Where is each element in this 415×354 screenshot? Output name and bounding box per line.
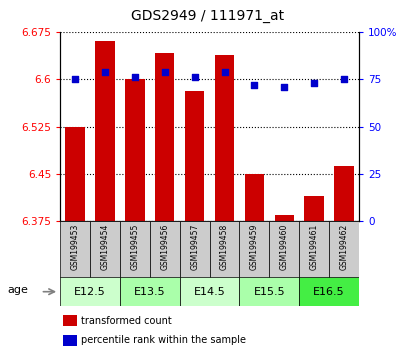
Bar	[60, 221, 90, 278]
Bar	[66, 126, 85, 221]
Point	[221, 69, 228, 74]
Text: E15.5: E15.5	[254, 287, 285, 297]
Point	[102, 69, 108, 74]
Text: age: age	[7, 285, 28, 295]
Text: E14.5: E14.5	[194, 287, 225, 297]
Text: GSM199456: GSM199456	[160, 224, 169, 270]
Text: GSM199462: GSM199462	[339, 224, 349, 270]
Text: E13.5: E13.5	[134, 287, 166, 297]
Text: GSM199458: GSM199458	[220, 224, 229, 270]
Point	[311, 80, 317, 86]
Bar	[155, 53, 174, 221]
Bar	[275, 215, 294, 221]
Bar	[299, 221, 329, 278]
Point	[341, 76, 347, 82]
Point	[191, 74, 198, 80]
Bar	[63, 315, 77, 326]
Text: E12.5: E12.5	[74, 287, 106, 297]
Point	[251, 82, 258, 88]
Bar	[215, 55, 234, 221]
Text: GSM199461: GSM199461	[310, 224, 319, 270]
Bar	[299, 277, 359, 306]
Bar	[150, 221, 180, 278]
Bar	[269, 221, 299, 278]
Bar	[60, 277, 120, 306]
Text: GDS2949 / 111971_at: GDS2949 / 111971_at	[131, 9, 284, 23]
Bar	[120, 277, 180, 306]
Text: E16.5: E16.5	[313, 287, 345, 297]
Text: GSM199455: GSM199455	[130, 224, 139, 270]
Bar	[245, 174, 264, 221]
Bar	[305, 196, 324, 221]
Bar	[95, 41, 115, 221]
Bar	[239, 277, 299, 306]
Bar	[185, 91, 204, 221]
Text: percentile rank within the sample: percentile rank within the sample	[81, 335, 246, 345]
Bar	[125, 79, 144, 221]
Text: GSM199459: GSM199459	[250, 224, 259, 270]
Point	[132, 74, 138, 80]
Bar	[329, 221, 359, 278]
Bar	[63, 335, 77, 346]
Bar	[180, 277, 239, 306]
Text: GSM199453: GSM199453	[71, 224, 80, 270]
Point	[72, 76, 78, 82]
Text: GSM199460: GSM199460	[280, 224, 289, 270]
Bar	[90, 221, 120, 278]
Text: GSM199457: GSM199457	[190, 224, 199, 270]
Bar	[334, 166, 354, 221]
Point	[161, 69, 168, 74]
Bar	[180, 221, 210, 278]
Bar	[210, 221, 239, 278]
Bar	[120, 221, 150, 278]
Text: transformed count: transformed count	[81, 316, 172, 326]
Point	[281, 84, 288, 90]
Text: GSM199454: GSM199454	[100, 224, 110, 270]
Bar	[239, 221, 269, 278]
